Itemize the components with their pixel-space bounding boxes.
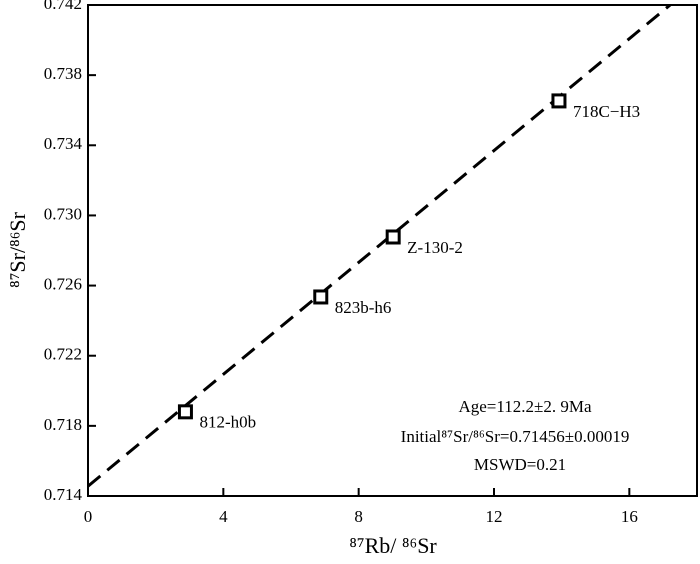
point-label: 718C−H3 <box>573 102 640 121</box>
data-point <box>551 93 567 109</box>
x-tick-label: 16 <box>621 507 638 526</box>
y-tick-label: 0.738 <box>44 64 82 83</box>
data-point <box>385 229 401 245</box>
y-tick-label: 0.722 <box>44 345 82 364</box>
y-tick-label: 0.734 <box>44 134 83 153</box>
plot-frame <box>87 4 698 497</box>
annotation: Age=112.2±2. 9Ma <box>458 397 591 416</box>
data-point <box>177 404 193 420</box>
point-label: Z-130-2 <box>407 238 463 257</box>
point-label: 823b-h6 <box>335 298 392 317</box>
fit-line <box>88 5 673 488</box>
y-tick-label: 0.742 <box>44 0 82 13</box>
y-axis-label: ⁸⁷Sr/⁸⁶Sr <box>5 211 30 288</box>
y-tick-label: 0.730 <box>44 204 82 223</box>
y-tick-label: 0.726 <box>44 274 82 293</box>
x-tick-label: 0 <box>84 507 93 526</box>
y-tick-label: 0.714 <box>44 485 83 504</box>
x-axis-label: ⁸⁷Rb/ ⁸⁶Sr <box>349 533 437 558</box>
y-tick-label: 0.718 <box>44 415 82 434</box>
point-label: 812-h0b <box>199 413 256 432</box>
annotation: MSWD=0.21 <box>474 455 566 474</box>
x-tick-label: 8 <box>354 507 363 526</box>
x-tick-label: 12 <box>486 507 503 526</box>
x-tick-label: 4 <box>219 507 228 526</box>
data-point <box>313 289 329 305</box>
annotation: Initial⁸⁷Sr/⁸⁶Sr=0.71456±0.00019 <box>401 427 630 446</box>
